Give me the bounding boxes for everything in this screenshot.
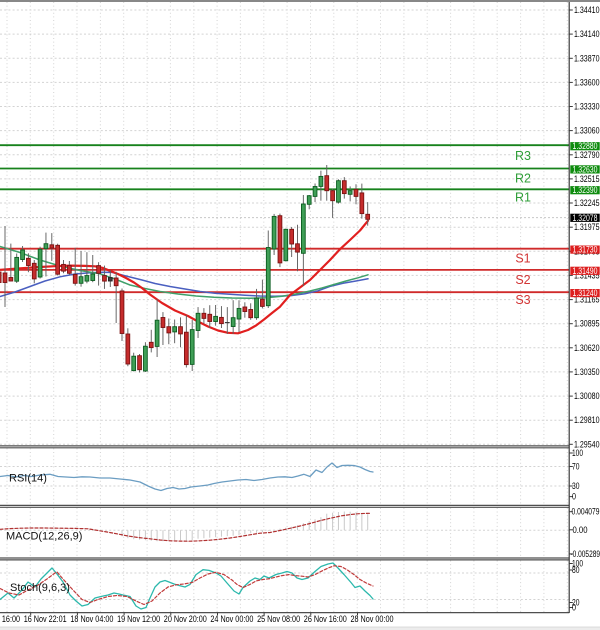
- svg-text:Stoch(9,6,3): Stoch(9,6,3): [10, 582, 70, 594]
- svg-text:1.32390: 1.32390: [573, 185, 598, 195]
- svg-text:1.31490: 1.31490: [573, 266, 598, 276]
- svg-text:19 Nov 12:00: 19 Nov 12:00: [117, 614, 160, 624]
- svg-text:S3: S3: [515, 293, 530, 307]
- svg-text:1.33870: 1.33870: [574, 53, 600, 63]
- svg-text:28 Nov 00:00: 28 Nov 00:00: [351, 614, 394, 624]
- svg-text:1.29810: 1.29810: [574, 415, 600, 425]
- svg-text:1.31240: 1.31240: [573, 288, 598, 298]
- svg-text:16 Nov 22:01: 16 Nov 22:01: [24, 614, 67, 624]
- svg-text:0: 0: [572, 492, 576, 502]
- svg-text:1.33600: 1.33600: [574, 77, 600, 87]
- svg-text:-0.005289: -0.005289: [571, 549, 600, 559]
- svg-text:26 Nov 16:00: 26 Nov 16:00: [304, 614, 347, 624]
- svg-text:1.32078: 1.32078: [573, 213, 598, 223]
- svg-text:20 Nov 20:00: 20 Nov 20:00: [164, 614, 207, 624]
- svg-text:S2: S2: [515, 273, 530, 287]
- svg-text:1.33060: 1.33060: [574, 126, 600, 136]
- svg-text:1.31975: 1.31975: [574, 222, 600, 232]
- svg-text:1.30080: 1.30080: [574, 391, 600, 401]
- svg-text:0.004079: 0.004079: [572, 507, 600, 517]
- svg-text:R2: R2: [515, 172, 531, 186]
- svg-text:70: 70: [572, 462, 580, 472]
- svg-text:1.31165: 1.31165: [574, 295, 600, 305]
- svg-text:R3: R3: [515, 149, 531, 163]
- svg-text:MACD(12,26,9): MACD(12,26,9): [6, 531, 82, 543]
- svg-text:1.30620: 1.30620: [574, 343, 600, 353]
- svg-text:1.34410: 1.34410: [574, 5, 600, 15]
- svg-text:1.31730: 1.31730: [573, 245, 598, 255]
- svg-text:1.29540: 1.29540: [574, 439, 600, 449]
- svg-text:1.30350: 1.30350: [574, 367, 600, 377]
- svg-text:1.32245: 1.32245: [574, 198, 600, 208]
- svg-text:20: 20: [572, 598, 580, 608]
- svg-text:25 Nov 08:00: 25 Nov 08:00: [257, 614, 300, 624]
- svg-text:80: 80: [572, 565, 580, 575]
- svg-text:1.31435: 1.31435: [574, 270, 600, 280]
- svg-text:R1: R1: [515, 190, 531, 204]
- svg-text:1.32880: 1.32880: [573, 141, 598, 151]
- svg-text:30: 30: [572, 481, 580, 491]
- svg-text:1.32630: 1.32630: [573, 164, 598, 174]
- svg-text:100: 100: [572, 448, 583, 458]
- svg-text:RSI(14): RSI(14): [9, 473, 47, 485]
- svg-text:1.32790: 1.32790: [574, 150, 600, 160]
- svg-text:15 Nov 16:00: 15 Nov 16:00: [0, 614, 20, 624]
- svg-text:18 Nov 04:00: 18 Nov 04:00: [70, 614, 113, 624]
- svg-text:100: 100: [572, 559, 583, 569]
- svg-text:S1: S1: [515, 252, 530, 266]
- svg-text:1.33330: 1.33330: [574, 102, 600, 112]
- svg-text:0.00: 0.00: [573, 525, 588, 535]
- svg-text:1.32515: 1.32515: [574, 174, 600, 184]
- svg-text:1.34140: 1.34140: [574, 29, 600, 39]
- svg-text:1.30895: 1.30895: [574, 319, 600, 329]
- svg-text:0: 0: [572, 603, 576, 613]
- svg-text:24 Nov 00:00: 24 Nov 00:00: [210, 614, 253, 624]
